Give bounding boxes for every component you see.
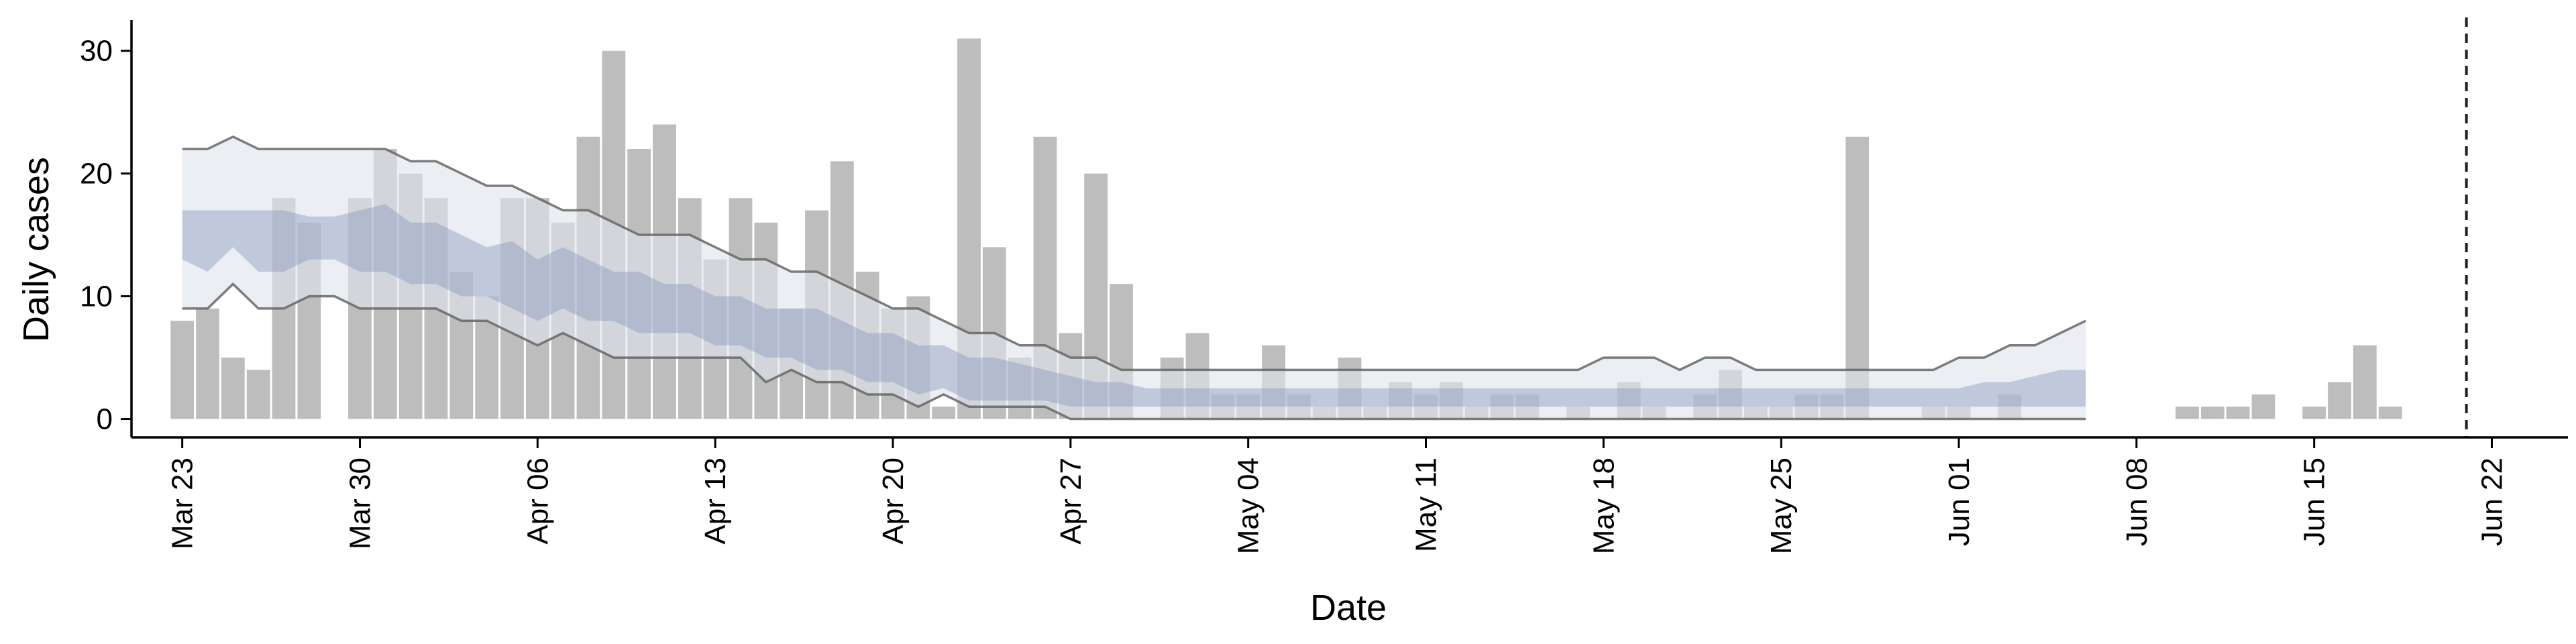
x-tick-label: Mar 23 — [166, 458, 199, 549]
x-tick-label: Jun 01 — [1943, 458, 1976, 546]
upper-bound-line — [182, 135, 2086, 372]
y-tick-label: 20 — [80, 158, 113, 191]
daily-case-bar — [2251, 394, 2275, 419]
x-tick-label: Apr 06 — [521, 458, 554, 545]
x-tick-label: Apr 27 — [1055, 458, 1087, 545]
x-tick-label: Jun 08 — [2121, 458, 2153, 546]
daily-case-bar — [170, 321, 195, 419]
daily-case-bar — [246, 370, 270, 419]
x-tick-label: May 25 — [1765, 458, 1798, 554]
x-axis-label: Date — [1310, 588, 1387, 628]
daily-case-bar — [2200, 407, 2224, 419]
x-tick-label: May 11 — [1410, 458, 1443, 552]
x-tick-label: Jun 22 — [2476, 458, 2509, 546]
daily-case-bar — [2226, 407, 2250, 419]
x-tick-label: Apr 13 — [699, 458, 732, 545]
x-tick-label: May 04 — [1232, 458, 1265, 554]
daily-case-bar — [932, 407, 956, 419]
daily-case-bar — [221, 358, 245, 419]
x-tick-label: Mar 30 — [344, 458, 377, 549]
bound-lines — [182, 135, 2086, 421]
x-tick-label: May 18 — [1587, 458, 1620, 554]
daily-case-bar — [196, 308, 219, 419]
y-tick-label: 10 — [80, 280, 113, 313]
x-tick-label: Jun 15 — [2298, 458, 2331, 546]
lower-bound-line — [182, 282, 2086, 421]
inner-prediction-band — [182, 204, 2086, 407]
prediction-bands — [182, 136, 2086, 419]
daily-case-bar — [2302, 407, 2326, 419]
y-tick-label: 30 — [80, 35, 113, 68]
x-axis-ticks: Mar 23 Mar 30 Apr 06 Apr 13 Apr 20 Apr 27 May … — [166, 437, 2509, 554]
daily-case-bar — [2378, 407, 2402, 419]
daily-case-bar — [2328, 382, 2351, 419]
y-axis-label: Daily cases — [16, 157, 56, 342]
x-tick-label: Apr 20 — [877, 458, 910, 545]
daily-case-bar — [2176, 407, 2199, 419]
outer-prediction-band — [182, 136, 2086, 419]
y-tick-label: 0 — [97, 403, 113, 436]
y-axis-ticks: 0 10 20 30 — [80, 35, 131, 436]
daily-case-bar — [2353, 345, 2377, 419]
